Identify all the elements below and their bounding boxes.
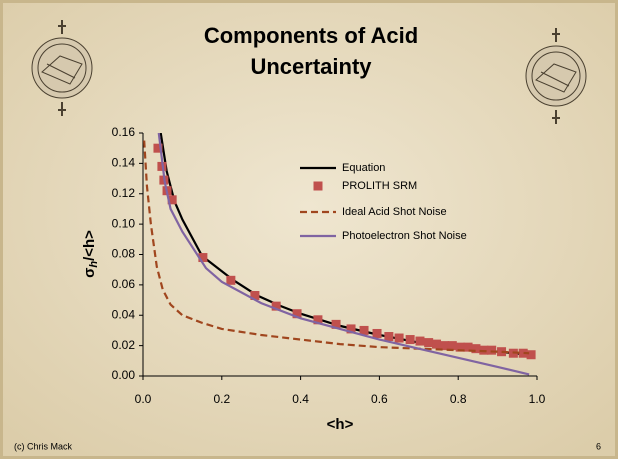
x-tick-label: 0.6 [371, 392, 388, 406]
x-axis-label: <h> [327, 416, 354, 433]
x-tick-label: 1.0 [529, 392, 546, 406]
y-tick-label: 0.12 [112, 186, 136, 200]
marker [471, 344, 481, 354]
y-tick-label: 0.08 [112, 247, 136, 261]
title: Uncertainty [250, 54, 372, 79]
marker [424, 338, 434, 348]
marker [405, 335, 415, 345]
y-label-part: h [88, 261, 100, 268]
legend-swatch [313, 181, 323, 191]
footer: (c) Chris Mack [14, 441, 72, 451]
y-tick-label: 0.02 [112, 338, 136, 352]
legend-label: Photoelectron Shot Noise [342, 230, 467, 242]
background [3, 3, 615, 456]
series-line [143, 140, 530, 355]
legend-label: Equation [342, 162, 385, 174]
ornament-left [31, 20, 93, 116]
marker [153, 143, 163, 153]
y-tick-label: 0.04 [112, 307, 136, 321]
marker [384, 332, 394, 342]
legend-label: Ideal Acid Shot Noise [342, 206, 447, 218]
marker [331, 319, 341, 329]
marker [271, 301, 281, 311]
y-tick-label: 0.00 [112, 368, 136, 382]
marker [526, 350, 536, 360]
marker [394, 333, 404, 343]
y-tick-label: 0.14 [112, 156, 136, 170]
marker [346, 324, 356, 334]
marker [292, 309, 302, 319]
y-tick-label: 0.16 [112, 125, 136, 139]
x-tick-label: 0.2 [213, 392, 230, 406]
marker [497, 347, 507, 357]
series-line [157, 133, 530, 376]
x-tick-label: 0.0 [135, 392, 152, 406]
marker [415, 336, 425, 346]
marker [313, 315, 323, 325]
marker [447, 341, 457, 351]
y-axis-label: σh/<h> [81, 230, 100, 278]
y-tick-label: 0.10 [112, 216, 136, 230]
y-label-part: σ [81, 268, 98, 278]
y-tick-label: 0.06 [112, 277, 136, 291]
marker [518, 348, 528, 358]
legend-label: PROLITH SRM [342, 180, 417, 192]
x-tick-label: 0.8 [450, 392, 467, 406]
title: Components of Acid [204, 23, 418, 48]
x-tick-label: 0.4 [292, 392, 309, 406]
marker [250, 291, 260, 301]
marker [487, 345, 497, 355]
marker [455, 342, 465, 352]
marker [372, 328, 382, 338]
marker [226, 275, 236, 285]
marker [432, 339, 442, 349]
marker [167, 195, 177, 205]
page-number: 6 [596, 441, 601, 451]
ornament-right [525, 28, 587, 124]
plot-area [143, 133, 536, 376]
marker [463, 342, 473, 352]
marker [439, 341, 449, 351]
y-label-part: /<h> [81, 230, 98, 261]
marker [198, 253, 208, 263]
marker [359, 325, 369, 335]
